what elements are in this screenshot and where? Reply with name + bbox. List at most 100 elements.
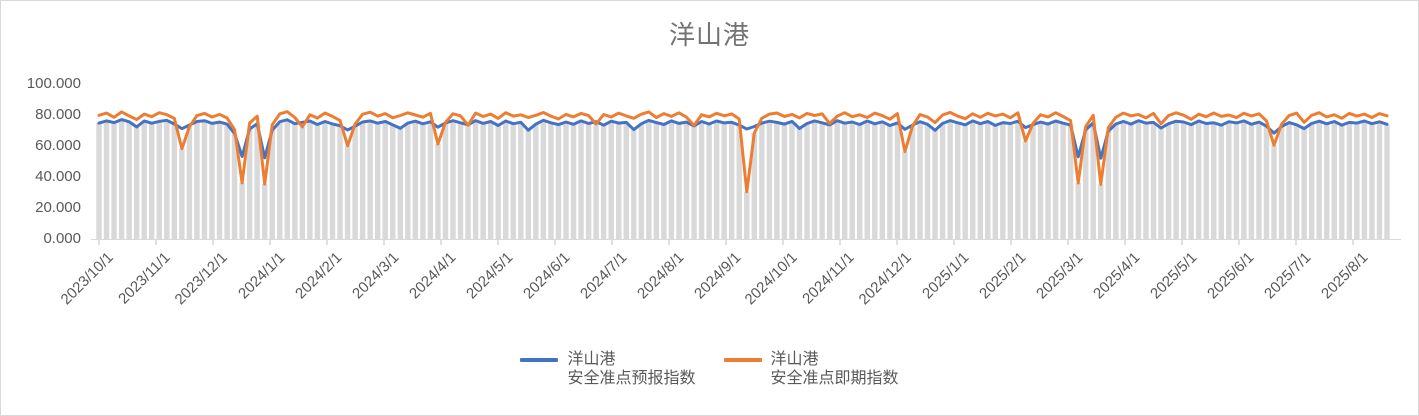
background-bar (269, 130, 275, 239)
background-bar (1120, 121, 1127, 239)
background-bar (826, 124, 833, 239)
background-bar (1022, 141, 1029, 239)
background-bar (1256, 122, 1262, 239)
background-bar (1075, 183, 1081, 239)
background-bar (759, 123, 765, 239)
background-bar (133, 126, 140, 239)
background-bar (322, 121, 328, 239)
background-bar (352, 126, 358, 239)
background-bar (307, 121, 313, 239)
legend-spot-line2: 安全准点即期指数 (770, 370, 899, 387)
background-bar (427, 121, 434, 239)
background-bar (390, 124, 396, 239)
background-bar (1218, 125, 1224, 239)
background-bar (329, 123, 336, 239)
background-bar (600, 125, 607, 239)
background-bar (171, 123, 178, 239)
background-bar (646, 120, 652, 239)
background-bar (450, 120, 456, 239)
background-bar (721, 122, 727, 239)
background-bar (284, 119, 291, 239)
background-bar (932, 130, 938, 239)
background-bar (1301, 128, 1307, 239)
background-bar (841, 123, 848, 239)
background-bar (435, 143, 441, 239)
background-bar (962, 124, 968, 239)
background-bar (947, 120, 953, 239)
background-bar (103, 120, 110, 239)
y-axis-label: 0.000 (43, 230, 81, 247)
background-bar (533, 124, 539, 239)
background-bar (1180, 121, 1187, 239)
background-bar (924, 124, 931, 239)
background-bar (1090, 122, 1096, 239)
background-bar (992, 125, 999, 239)
background-bar (1150, 122, 1157, 239)
background-bar (359, 121, 366, 239)
background-bar (337, 125, 343, 239)
background-bar (186, 126, 193, 239)
background-bar (224, 124, 230, 239)
background-bar (1369, 123, 1375, 239)
background-bar (789, 121, 795, 239)
background-bar (1105, 131, 1112, 239)
background-bar (1037, 122, 1044, 239)
background-bar (736, 125, 742, 239)
background-bar (1324, 123, 1330, 239)
background-bar (1384, 124, 1390, 239)
plot-area: 2023/10/1 2023/11/1 2023/12/1 2024/1/1 2024/… (58, 84, 1401, 308)
background-bar (1143, 123, 1149, 239)
background-bar (344, 145, 351, 239)
background-bar (894, 122, 901, 239)
background-bar (246, 128, 253, 239)
background-bar (254, 123, 260, 239)
background-bar (1226, 121, 1232, 239)
background-bar (781, 124, 788, 239)
background-bar (510, 123, 516, 239)
background-bar (691, 125, 697, 239)
legend-line-swatch-spot (723, 358, 762, 362)
background-bar (917, 121, 923, 239)
x-axis-label: 2025/6/1 (1203, 249, 1258, 303)
line-series-spot (97, 110, 1389, 194)
background-bar (1098, 184, 1104, 239)
background-bar (608, 121, 614, 239)
background-bar (1113, 123, 1119, 239)
background-bar (495, 125, 501, 239)
background-bar (126, 121, 132, 239)
background-bar (631, 129, 637, 239)
background-bar (872, 123, 878, 239)
x-axis-label: 2024/4/1 (405, 249, 460, 303)
x-axis-label: 2024/9/1 (690, 249, 745, 303)
background-bar (578, 120, 584, 239)
legend-line-swatch-forecast (520, 358, 559, 362)
background-bar (1135, 120, 1142, 239)
x-axis-label: 2024/10/1 (741, 249, 802, 309)
background-bar (156, 121, 162, 239)
background-bar (314, 124, 321, 239)
background-bar (1354, 123, 1360, 239)
background-bar (1015, 121, 1021, 239)
background-bar (1376, 121, 1383, 239)
background-bar (774, 122, 780, 239)
background-bar (111, 122, 117, 239)
background-bar (713, 121, 720, 239)
background-bar (292, 123, 298, 239)
background-bar (887, 125, 893, 239)
background-bar (1052, 121, 1059, 239)
x-axis-label: 2023/10/1 (57, 249, 118, 309)
x-axis-label: 2025/5/1 (1146, 249, 1201, 303)
background-bar (909, 126, 916, 239)
background-bar (706, 123, 712, 239)
legend-item-forecast[interactable]: 洋山港 安全准点预报指数 (520, 350, 696, 388)
background-bar (1195, 121, 1202, 239)
legend-item-spot[interactable]: 洋山港 安全准点即期指数 (723, 350, 899, 388)
background-bar (164, 120, 170, 239)
x-axis-label: 2024/1/1 (234, 249, 289, 303)
background-bar (1248, 124, 1255, 239)
background-bar (638, 123, 645, 239)
background-bar (179, 148, 185, 239)
background-bar (683, 122, 690, 239)
background-bar (412, 121, 419, 239)
background-bar (1241, 120, 1247, 239)
